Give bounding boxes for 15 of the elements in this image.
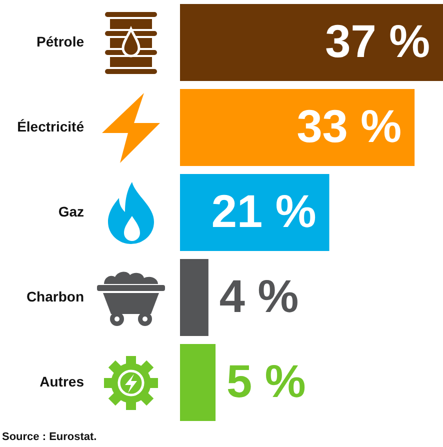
bar xyxy=(180,4,443,82)
bar xyxy=(180,258,208,336)
data-label: 4 % xyxy=(219,270,299,322)
bar xyxy=(180,344,216,422)
y-tick-label: Gaz xyxy=(58,203,84,220)
y-tick-label: Autres xyxy=(40,373,84,390)
y-tick-label: Électricité xyxy=(17,118,84,134)
data-label: 21 % xyxy=(211,185,316,238)
data-label: 5 % xyxy=(226,355,306,408)
bar xyxy=(180,88,415,166)
source-note: Source : Eurostat. xyxy=(2,431,97,444)
y-tick-label: Pétrole xyxy=(36,33,84,50)
y-tick-label: Charbon xyxy=(26,288,84,304)
data-label: 33 % xyxy=(296,100,402,152)
data-label: 37 % xyxy=(325,15,430,68)
